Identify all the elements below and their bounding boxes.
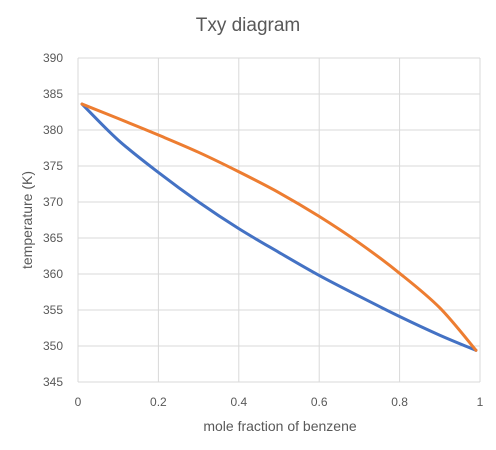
series-group — [80, 102, 478, 352]
x-axis-title: mole fraction of benzene — [203, 418, 357, 434]
y-tick-label: 380 — [43, 123, 63, 137]
y-tick-label: 355 — [43, 303, 63, 317]
x-tick-label: 0.2 — [150, 395, 167, 409]
y-tick-label: 365 — [43, 231, 63, 245]
gridlines — [77, 57, 481, 383]
series-line-orange — [80, 102, 478, 352]
y-axis-title: temperature (K) — [19, 171, 35, 269]
y-tick-label: 350 — [43, 339, 63, 353]
y-tick-label: 385 — [43, 87, 63, 101]
y-tick-label: 375 — [43, 159, 63, 173]
x-tick-label: 1 — [477, 395, 484, 409]
x-tick-label: 0.4 — [230, 395, 247, 409]
series-line-blue — [80, 102, 478, 352]
y-axis-tick-labels: 345 350 355 360 365 370 375 380 385 390 — [43, 51, 63, 389]
x-tick-label: 0.6 — [311, 395, 328, 409]
x-tick-label: 0.8 — [391, 395, 408, 409]
y-tick-label: 360 — [43, 267, 63, 281]
y-tick-label: 390 — [43, 51, 63, 65]
x-tick-label: 0 — [75, 395, 82, 409]
x-axis-tick-labels: 0 0.2 0.4 0.6 0.8 1 — [75, 395, 484, 409]
y-tick-label: 370 — [43, 195, 63, 209]
y-tick-label: 345 — [43, 375, 63, 389]
chart-title: Txy diagram — [196, 15, 301, 36]
